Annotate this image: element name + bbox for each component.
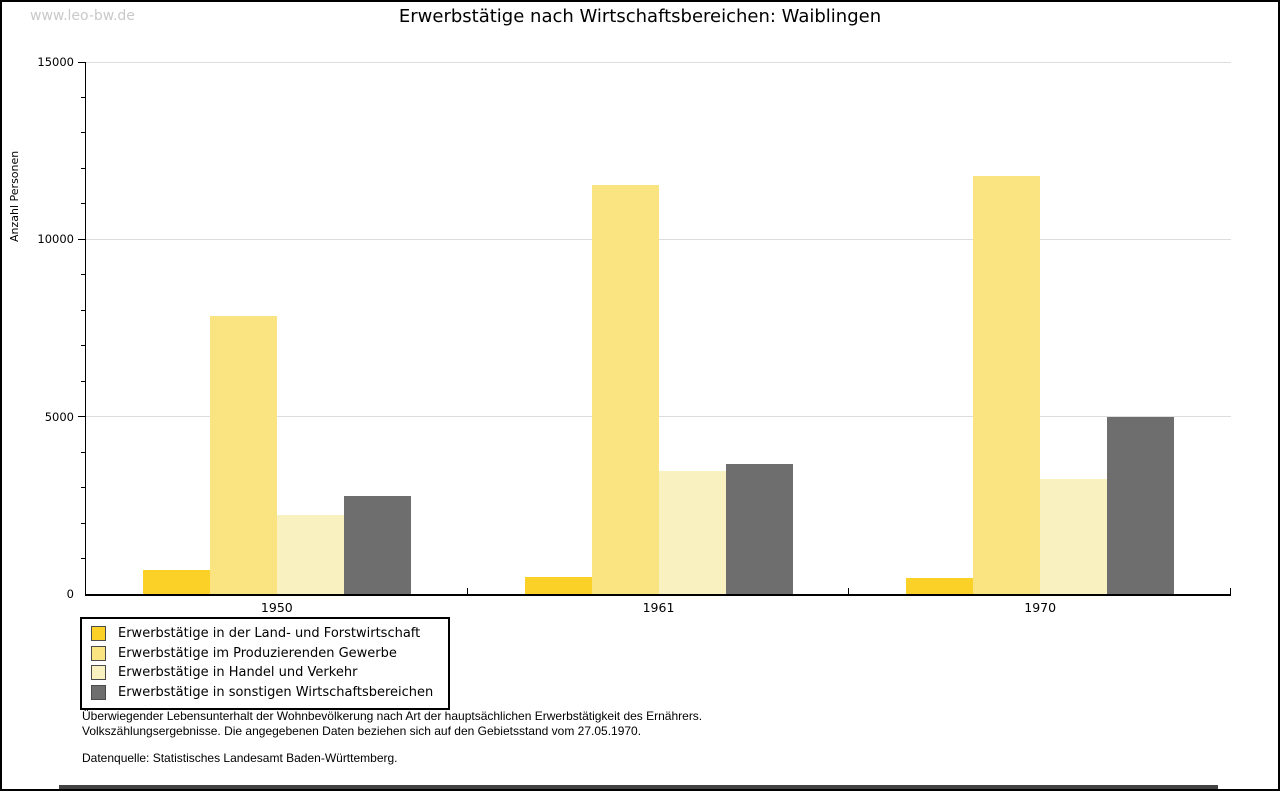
footnote-line2: Volkszählungsergebnisse. Die angegebenen… xyxy=(82,723,642,738)
footnote-line1: Überwiegender Lebensunterhalt der Wohnbe… xyxy=(82,709,703,723)
bar-1961-series-2 xyxy=(658,470,726,594)
y-axis-label: Anzahl Personen xyxy=(8,150,21,242)
x-tick xyxy=(466,588,468,594)
bar-1970-series-1 xyxy=(973,176,1041,594)
y-tick xyxy=(78,416,85,418)
gridline-5000 xyxy=(86,416,1231,418)
plot-area: 0 5000 10000 15000 1950 1961 1970 xyxy=(37,55,1231,615)
gridline-15000 xyxy=(86,61,1231,63)
legend-swatch-icon xyxy=(91,684,106,700)
bar-1961-series-1 xyxy=(591,185,659,594)
y-tick xyxy=(81,309,85,311)
y-tick xyxy=(81,558,85,560)
legend-label: Erwerbstätige in Handel und Verkehr xyxy=(118,665,358,681)
y-tick-label: 15000 xyxy=(37,55,74,69)
chart-title: Erwerbstätige nach Wirtschaftsbereichen:… xyxy=(398,6,882,27)
bar-1950-series-3 xyxy=(343,495,411,594)
y-tick xyxy=(81,274,85,276)
leo-bw-watermark: www.leo-bw.de xyxy=(30,8,135,24)
data-source-text: Datenquelle: Statistisches Landesamt Bad… xyxy=(82,751,398,765)
y-tick xyxy=(81,203,85,205)
y-tick xyxy=(81,522,85,524)
legend-item: Erwerbstätige in der Land- und Forstwirt… xyxy=(91,624,439,644)
footnote-text: Überwiegender Lebensunterhalt der Wohnbe… xyxy=(82,709,702,738)
legend-label: Erwerbstätige in sonstigen Wirtschaftsbe… xyxy=(118,684,434,700)
bar-1961-series-3 xyxy=(725,463,793,594)
bar-1961-series-0 xyxy=(524,576,592,594)
bar-1970-series-2 xyxy=(1040,479,1108,594)
y-tick-label: 5000 xyxy=(44,409,74,424)
y-tick xyxy=(78,238,85,240)
legend-label: Erwerbstätige im Produzierenden Gewerbe xyxy=(118,645,397,661)
x-tick-label-1950: 1950 xyxy=(260,600,293,615)
bar-1950-series-1 xyxy=(209,315,277,594)
x-tick xyxy=(1230,588,1231,594)
legend-label: Erwerbstätige in der Land- und Forstwirt… xyxy=(118,626,421,642)
legend: Erwerbstätige in der Land- und Forstwirt… xyxy=(80,617,450,710)
bar-1970-series-3 xyxy=(1107,416,1175,594)
legend-item: Erwerbstätige in Handel und Verkehr xyxy=(91,663,439,683)
legend-item: Erwerbstätige im Produzierenden Gewerbe xyxy=(91,644,439,664)
x-tick-label-1970: 1970 xyxy=(1024,600,1057,615)
y-tick xyxy=(81,451,85,453)
bar-1950-series-0 xyxy=(142,569,210,594)
bar-1950-series-2 xyxy=(276,514,344,594)
y-tick-label: 10000 xyxy=(37,232,74,247)
y-tick xyxy=(78,61,85,63)
y-tick xyxy=(81,380,85,382)
bottom-bar xyxy=(59,785,1218,789)
bar-1970-series-0 xyxy=(906,578,974,594)
legend-item: Erwerbstätige in sonstigen Wirtschaftsbe… xyxy=(91,683,439,703)
y-tick xyxy=(81,132,85,134)
legend-swatch-icon xyxy=(91,645,106,661)
legend-swatch-icon xyxy=(91,665,106,681)
x-tick xyxy=(848,588,850,594)
y-tick xyxy=(81,487,85,489)
y-tick xyxy=(81,96,85,98)
y-tick xyxy=(81,167,85,169)
legend-swatch-icon xyxy=(91,626,106,642)
gridline-10000 xyxy=(86,238,1231,240)
y-tick xyxy=(81,345,85,347)
y-tick-label: 0 xyxy=(66,587,74,601)
x-tick-label-1961: 1961 xyxy=(642,600,675,615)
